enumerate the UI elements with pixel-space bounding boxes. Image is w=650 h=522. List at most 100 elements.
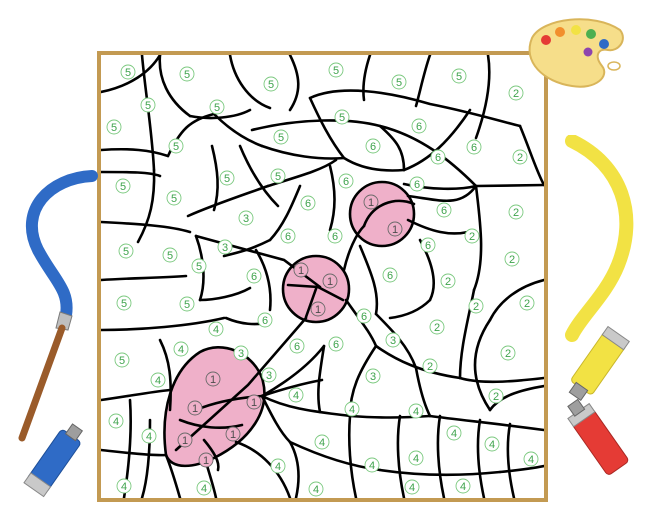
region-number[interactable]: 4	[455, 478, 471, 494]
number-ring	[363, 194, 379, 210]
region-number[interactable]: 4	[408, 450, 424, 466]
filled-region-number[interactable]: 1	[293, 262, 309, 278]
region-number[interactable]: 5	[114, 352, 130, 368]
region-number[interactable]: 5	[179, 66, 195, 82]
filled-region-number[interactable]: 1	[225, 426, 241, 442]
filled-region-number[interactable]: 1	[322, 273, 338, 289]
region-number[interactable]: 4	[344, 401, 360, 417]
region-number[interactable]: 3	[233, 345, 249, 361]
region-number[interactable]: 4	[141, 428, 157, 444]
region-number[interactable]: 3	[217, 239, 233, 255]
region-number[interactable]: 5	[270, 168, 286, 184]
region-number[interactable]: 6	[420, 237, 436, 253]
region-number[interactable]: 4	[408, 403, 424, 419]
filled-region-number[interactable]: 1	[363, 194, 379, 210]
region-number[interactable]: 6	[300, 195, 316, 211]
region-number[interactable]: 5	[219, 170, 235, 186]
region-number[interactable]: 4	[196, 480, 212, 496]
region-number[interactable]: 5	[273, 129, 289, 145]
region-number[interactable]: 5	[118, 243, 134, 259]
region-number[interactable]: 6	[365, 138, 381, 154]
region-number[interactable]: 2	[504, 251, 520, 267]
region-number[interactable]: 2	[440, 273, 456, 289]
filled-region-number[interactable]: 1	[310, 301, 326, 317]
region-number[interactable]: 4	[308, 481, 324, 497]
region-number[interactable]: 4	[484, 436, 500, 452]
region-number[interactable]: 3	[365, 368, 381, 384]
region-number[interactable]: 6	[246, 268, 262, 284]
region-number[interactable]: 6	[411, 118, 427, 134]
region-number[interactable]: 3	[385, 332, 401, 348]
region-number[interactable]: 5	[191, 258, 207, 274]
region-number[interactable]: 6	[466, 139, 482, 155]
region-number[interactable]: 4	[446, 425, 462, 441]
region-number[interactable]: 5	[328, 62, 344, 78]
region-number[interactable]: 2	[508, 85, 524, 101]
filled-circle-top[interactable]	[348, 180, 416, 248]
region-number[interactable]: 2	[500, 345, 516, 361]
region-number[interactable]: 6	[327, 228, 343, 244]
region-number[interactable]: 5	[179, 296, 195, 312]
region-number[interactable]: 5	[115, 178, 131, 194]
region-number[interactable]: 3	[261, 367, 277, 383]
region-number[interactable]: 6	[356, 308, 372, 324]
number-text: 6	[416, 121, 422, 133]
number-ring	[120, 64, 136, 80]
region-number[interactable]: 6	[382, 267, 398, 283]
region-number[interactable]: 2	[422, 358, 438, 374]
region-number[interactable]: 2	[512, 149, 528, 165]
coloring-board[interactable]: 5 5 5 5 5 5 5 5 5 5 5 5 5 5 5 5 5 5 5 5 5 5 6 6 6 6 6 6 6 6 6 6 6 6 6 6 6 6 6 3…	[97, 51, 548, 502]
region-number[interactable]: 4	[288, 387, 304, 403]
region-number[interactable]: 6	[328, 336, 344, 352]
region-number[interactable]: 2	[488, 388, 504, 404]
number-ring	[429, 319, 445, 335]
region-number[interactable]: 4	[270, 458, 286, 474]
region-number[interactable]: 5	[140, 97, 156, 113]
region-number[interactable]: 4	[150, 372, 166, 388]
region-number[interactable]: 4	[173, 341, 189, 357]
number-text: 2	[505, 348, 511, 360]
region-number[interactable]: 5	[166, 190, 182, 206]
region-number[interactable]: 5	[168, 138, 184, 154]
number-ring	[225, 426, 241, 442]
region-number[interactable]: 5	[391, 74, 407, 90]
region-number[interactable]: 2	[508, 204, 524, 220]
region-number[interactable]: 5	[334, 109, 350, 125]
region-number[interactable]: 2	[468, 298, 484, 314]
region-number[interactable]: 6	[289, 338, 305, 354]
region-number[interactable]: 6	[280, 228, 296, 244]
filled-region-number[interactable]: 1	[205, 371, 221, 387]
region-number[interactable]: 5	[451, 68, 467, 84]
region-number[interactable]: 4	[314, 434, 330, 450]
region-number[interactable]: 6	[409, 176, 425, 192]
region-number[interactable]: 2	[464, 228, 480, 244]
number-ring	[166, 190, 182, 206]
region-number[interactable]: 5	[120, 64, 136, 80]
region-number[interactable]: 6	[338, 173, 354, 189]
region-number[interactable]: 4	[404, 479, 420, 495]
number-text: 4	[528, 454, 534, 466]
region-number[interactable]: 2	[519, 295, 535, 311]
region-number[interactable]: 5	[106, 119, 122, 135]
filled-region-number[interactable]: 1	[177, 432, 193, 448]
region-number[interactable]: 3	[238, 210, 254, 226]
region-number[interactable]: 4	[116, 478, 132, 494]
filled-region-number[interactable]: 1	[246, 394, 262, 410]
number-ring	[338, 173, 354, 189]
region-number[interactable]: 5	[209, 99, 225, 115]
region-number[interactable]: 4	[108, 413, 124, 429]
region-number[interactable]: 5	[116, 295, 132, 311]
filled-region-number[interactable]: 1	[387, 221, 403, 237]
filled-region-number[interactable]: 1	[187, 400, 203, 416]
filled-region-number[interactable]: 1	[198, 452, 214, 468]
region-number[interactable]: 4	[523, 451, 539, 467]
region-number[interactable]: 6	[257, 312, 273, 328]
region-number[interactable]: 4	[364, 457, 380, 473]
region-number[interactable]: 4	[208, 321, 224, 337]
region-number[interactable]: 5	[263, 76, 279, 92]
region-number[interactable]: 5	[162, 247, 178, 263]
number-ring	[114, 352, 130, 368]
region-number[interactable]: 2	[429, 319, 445, 335]
region-number[interactable]: 6	[430, 149, 446, 165]
region-number[interactable]: 6	[436, 202, 452, 218]
